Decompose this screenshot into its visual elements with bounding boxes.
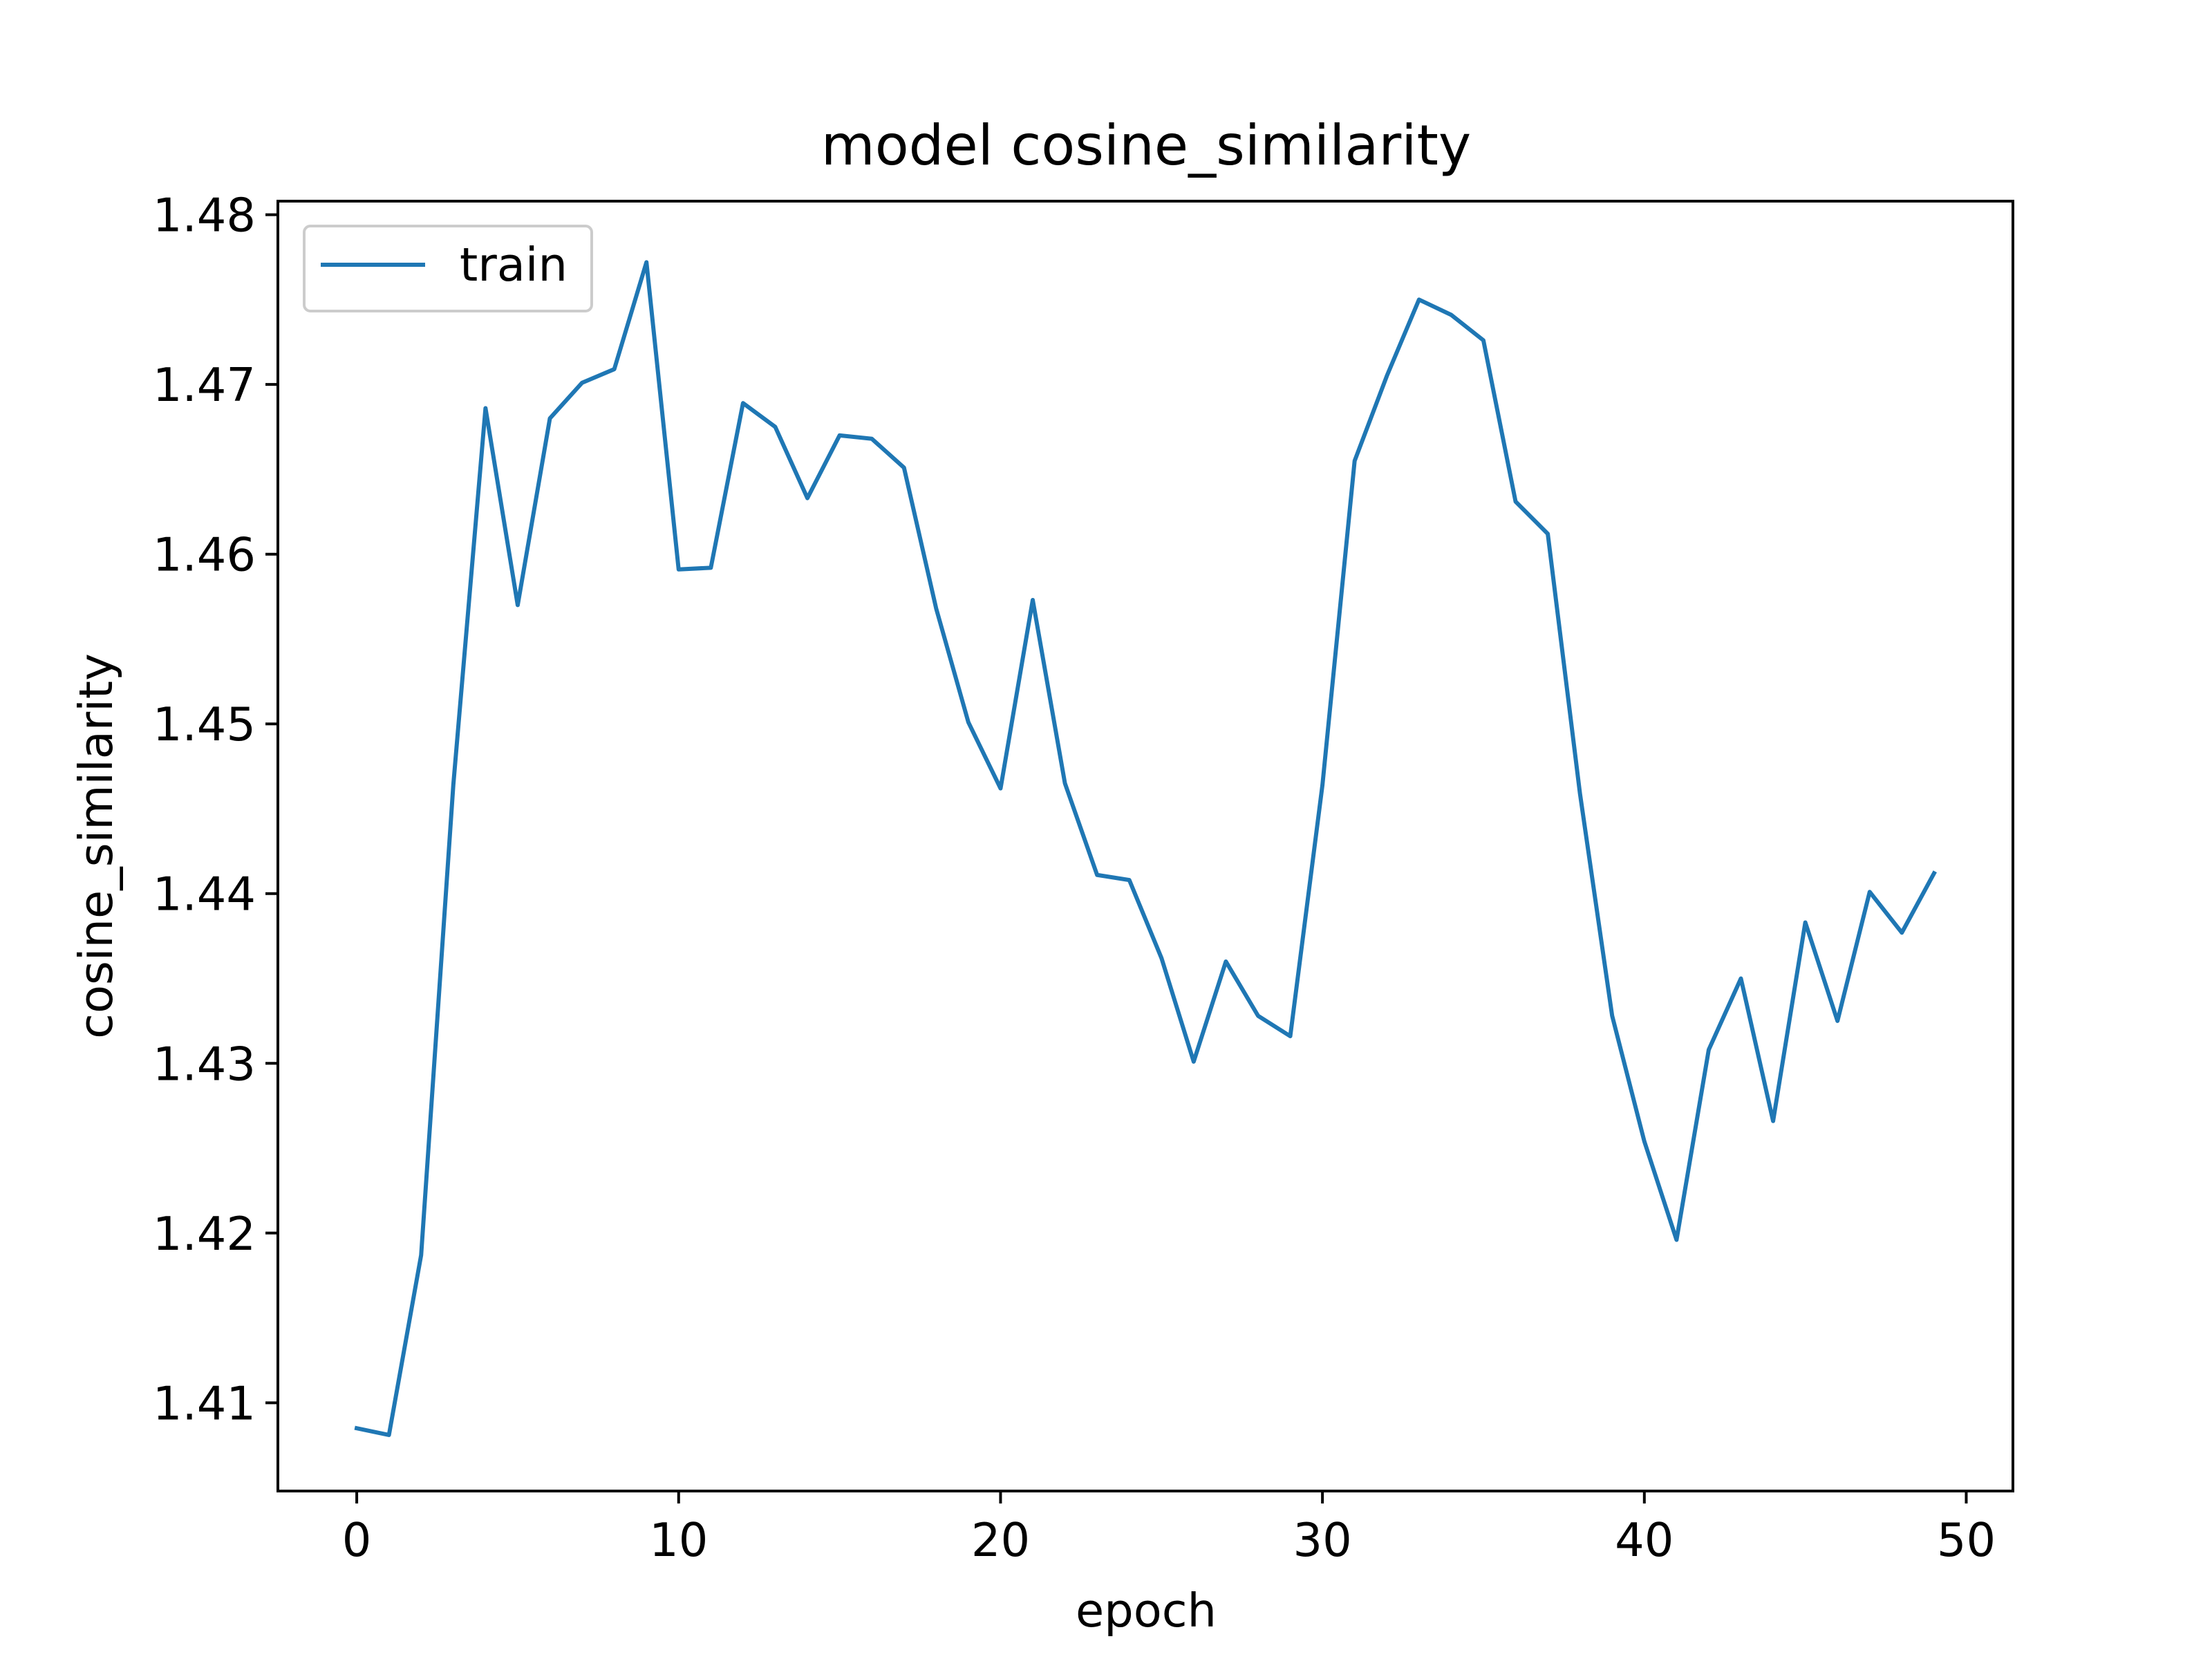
legend: train [303,225,593,312]
y-tick-label: 1.48 [153,189,256,243]
y-tick-label: 1.47 [153,358,256,412]
series-line-train [354,260,1937,1437]
y-tick-label: 1.46 [153,528,256,582]
x-tick-label: 0 [342,1513,372,1567]
x-tick-label: 40 [1615,1513,1674,1567]
x-tick-label: 50 [1937,1513,1996,1567]
plot-area: 0 10 20 30 40 50 1.41 1.42 1.43 1.44 1.45 1.46 1.47 1… [153,189,2014,1567]
y-tick-label: 1.43 [153,1037,256,1091]
axes-frame [276,200,2014,1492]
x-tick-label: 10 [649,1513,708,1567]
y-axis-label: cosine_similarity [69,653,123,1039]
x-tick-label: 30 [1293,1513,1351,1567]
y-tick-label: 1.41 [153,1376,256,1430]
chart-title: model cosine_similarity [821,113,1471,178]
y-tick-label: 1.42 [153,1207,256,1261]
legend-frame [303,225,593,312]
x-tick-label: 20 [971,1513,1030,1567]
y-tick-label: 1.45 [153,697,256,751]
legend-label-train: train [460,238,568,292]
x-axis-label: epoch [1076,1584,1217,1638]
y-tick-label: 1.44 [153,868,256,921]
